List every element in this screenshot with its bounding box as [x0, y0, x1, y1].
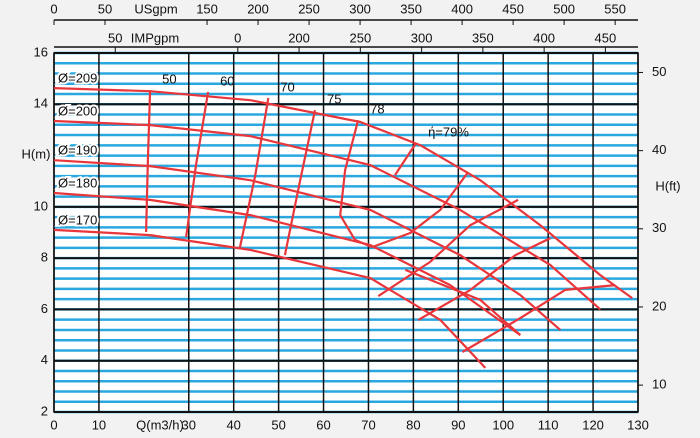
x-tick-label: 120: [582, 417, 604, 432]
x-tick-label: 80: [406, 417, 420, 432]
top-tick-label: 250: [349, 30, 371, 45]
y2-tick-label: 10: [652, 377, 666, 392]
y-tick-label: 6: [41, 301, 48, 316]
efficiency-label: 78: [370, 102, 384, 117]
y2-tick-label: 20: [652, 298, 666, 313]
x-tick-label: 50: [271, 417, 285, 432]
top-tick-label: 350: [400, 1, 422, 16]
top-tick-label: 300: [349, 1, 371, 16]
top-tick-label: 450: [595, 30, 617, 45]
efficiency-curve: [185, 91, 210, 238]
y2-tick-label: 30: [652, 220, 666, 235]
head-curve: [53, 119, 602, 311]
y2-axis-title: H(ft): [655, 178, 680, 193]
plot-area: [54, 53, 638, 412]
top-tick-label: 0: [234, 30, 241, 45]
y-axis-title: H(m): [22, 146, 51, 161]
x-axis-title: Q(m3/h): [136, 417, 184, 432]
efficiency-label: ή=79%: [428, 124, 469, 139]
x-tick-label: 100: [492, 417, 514, 432]
top-tick-label: 50: [108, 30, 122, 45]
top-tick-label: 150: [196, 1, 218, 16]
y-tick-label: 16: [34, 44, 48, 59]
extra-curve: [417, 237, 551, 321]
head-curve: [53, 159, 562, 331]
efficiency-label: 75: [327, 92, 341, 107]
efficiency-curve: [394, 142, 418, 176]
top-tick-label: 550: [604, 1, 626, 16]
efficiency-curve: [283, 109, 317, 256]
top-tick-label: 400: [451, 1, 473, 16]
top-tick-label: 500: [553, 1, 575, 16]
x-tick-label: 90: [451, 417, 465, 432]
x-tick-label: 110: [538, 417, 559, 432]
efficiency-curve: [145, 90, 152, 233]
top-tick-label: 50: [98, 1, 112, 16]
x-tick-label: 70: [361, 417, 375, 432]
y2-tick-label: 40: [652, 142, 666, 157]
head-curve: [53, 228, 487, 369]
y-tick-label: 4: [41, 352, 48, 367]
top-tick-label: 250: [298, 1, 320, 16]
x-tick-label: 30: [182, 417, 196, 432]
head-curve: [53, 87, 633, 299]
efficiency-label: 50: [162, 72, 176, 87]
x-tick-label: 60: [316, 417, 330, 432]
extra-curve: [371, 171, 470, 249]
curve-label lbl: Ø=209: [58, 71, 97, 86]
y-tick-label: 10: [34, 198, 48, 213]
top-tick-label: 200: [288, 30, 310, 45]
curve-label lbl: Ø=170: [58, 212, 97, 227]
efficiency-label: 60: [220, 73, 234, 88]
top-tick-label: 350: [472, 30, 494, 45]
efficiency-curve: [238, 97, 270, 248]
top-tick-label: 0: [50, 1, 57, 16]
top-tick-label: 450: [502, 1, 524, 16]
y-tick-label: 2: [41, 403, 48, 418]
head-curve: [53, 191, 521, 336]
x-tick-label: 0: [50, 417, 57, 432]
top-tick-label: 400: [533, 30, 555, 45]
top-axis-title: IMPgpm: [131, 30, 179, 45]
x-tick-label: 10: [92, 417, 106, 432]
x-tick-label: 130: [627, 417, 649, 432]
curve-label lbl: Ø=200: [58, 103, 97, 118]
y-tick-label: 14: [34, 96, 48, 111]
extra-curve: [461, 284, 616, 353]
curve-label lbl: Ø=190: [58, 143, 97, 158]
efficiency-label: 70: [280, 80, 294, 95]
y2-tick-label: 50: [652, 64, 666, 79]
top-axis-title: USgpm: [134, 1, 177, 16]
extra-curve: [377, 198, 519, 298]
curve-label lbl: Ø=180: [58, 175, 97, 190]
x-tick-label: 40: [226, 417, 240, 432]
top-tick-label: 200: [247, 1, 269, 16]
plot-border: [53, 52, 639, 413]
extra-curve: [404, 268, 522, 336]
y-tick-label: 8: [41, 250, 48, 265]
top-tick-label: 300: [411, 30, 433, 45]
